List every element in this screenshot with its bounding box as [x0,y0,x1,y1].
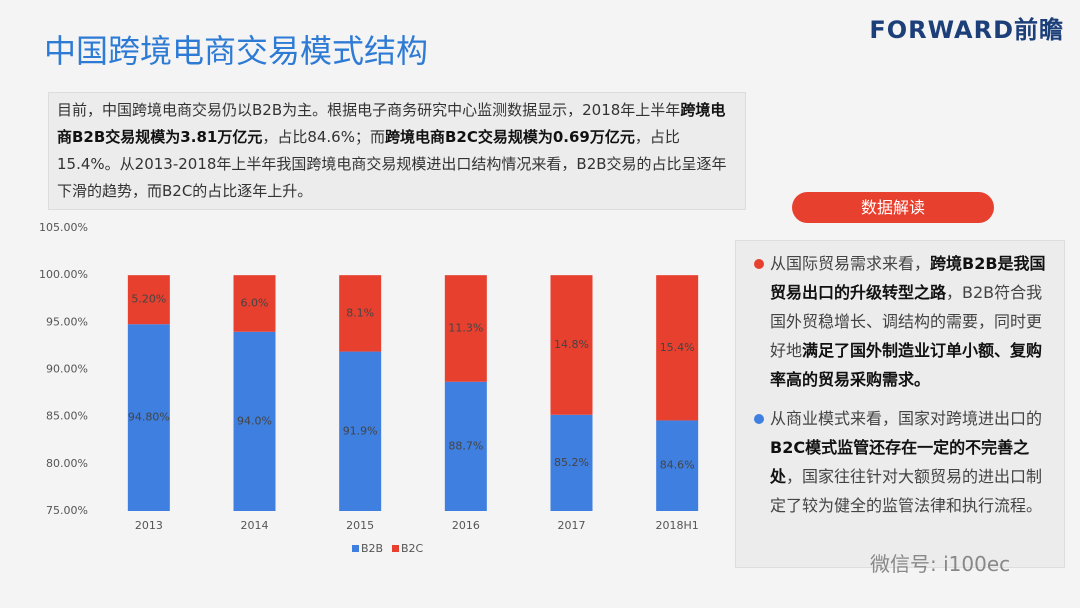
title: 中国跨境电商交易模式结构 [44,32,429,70]
bar [444,381,487,511]
x-tick-label: 2015 [346,519,374,532]
value-label: 85.2% [554,456,589,469]
text-run: ，国家往往针对大额贸易的进出口制定了较为健全的监管法律和执行流程。 [770,467,1043,515]
bar [233,331,276,511]
y-tick-label: 90.00% [46,363,88,376]
value-label: 94.80% [128,411,170,424]
text-run: ，占比84.6%；而 [262,128,385,146]
y-tick-label: 85.00% [46,410,88,423]
text-run: 跨境电商B2C交易规模为0.69万亿元 [384,128,635,146]
y-tick-label: 105.00% [39,221,88,234]
value-label: 15.4% [660,341,695,354]
bar [656,420,699,511]
bar [444,275,487,382]
analysis-panel: 从国际贸易需求来看，跨境B2B是我国贸易出口的升级转型之路，B2B符合我国外贸稳… [735,240,1065,568]
value-label: 91.9% [343,424,378,437]
bullet-dot [754,259,764,269]
y-tick-label: 80.00% [46,457,88,470]
bar [127,275,170,325]
y-tick-label: 95.00% [46,315,88,328]
watermark: 微信号: i100ec [870,552,1011,576]
text-run: 满足了国外制造业订单小额、复购率高的贸易采购需求。 [770,341,1043,389]
value-label: 84.6% [660,459,695,472]
bullet-item: 从国际贸易需求来看，跨境B2B是我国贸易出口的升级转型之路，B2B符合我国外贸稳… [746,249,1064,394]
legend-label: B2C [401,542,424,555]
bar [127,324,170,511]
bar [339,351,382,511]
legend-swatch [392,545,399,552]
value-label: 14.8% [554,338,589,351]
text-run: 目前，中国跨境电商交易仍以B2B为主。根据电子商务研究中心监测数据显示，2018… [57,101,681,119]
text-run: 跨境B2B是我国贸易出口的升级转型之路 [770,254,1046,302]
bullet-item: 从商业模式来看，国家对跨境进出口的 B2C模式监管还存在一定的不完善之处，国家往往… [746,404,1064,520]
value-label: 5.20% [131,293,166,306]
text-run: B2C模式监管还存在一定的不完善之处 [770,438,1030,486]
brand: FORWARD前瞻 [869,16,1064,44]
value-label: 88.7% [448,439,483,452]
x-tick-label: 2014 [241,519,269,532]
panel-header: 数据解读 [792,192,994,223]
bar [339,275,382,352]
x-tick-label: 2013 [135,519,163,532]
text-run: 从商业模式来看，国家对跨境进出口的 [770,409,1043,428]
chart: 75.00% 80.00% 85.00% 90.00% 95.00% 100.00% 105… [39,221,699,555]
value-label: 8.1% [346,306,374,319]
x-tick-label: 2017 [558,519,586,532]
y-tick-label: 100.00% [39,268,88,281]
text-run: ，B2B符合我国外贸稳增长、调结构的需要，同时更好地 [770,283,1043,360]
x-tick-label: 2018H1 [656,519,699,532]
value-label: 6.0% [241,296,269,309]
value-label: 11.3% [448,321,483,334]
text-run: 从国际贸易需求来看， [770,254,931,273]
bar [656,275,699,421]
intro: 目前，中国跨境电商交易仍以B2B为主。根据电子商务研究中心监测数据显示，2018… [48,92,746,210]
bar [233,275,276,332]
text-run: ，占比15.4%。从2013-2018年上半年我国跨境电商交易规模进出口结构情况… [57,128,727,200]
x-tick-label: 2016 [452,519,480,532]
y-tick-label: 75.00% [46,504,88,517]
legend-label: B2B [361,542,383,555]
legend-swatch [352,545,359,552]
value-label: 94.0% [237,414,272,427]
text-run: 跨境电商B2B交易规模为3.81万亿元 [57,101,726,146]
bar [550,414,593,511]
bullet-dot [754,414,764,424]
bar [550,275,593,415]
